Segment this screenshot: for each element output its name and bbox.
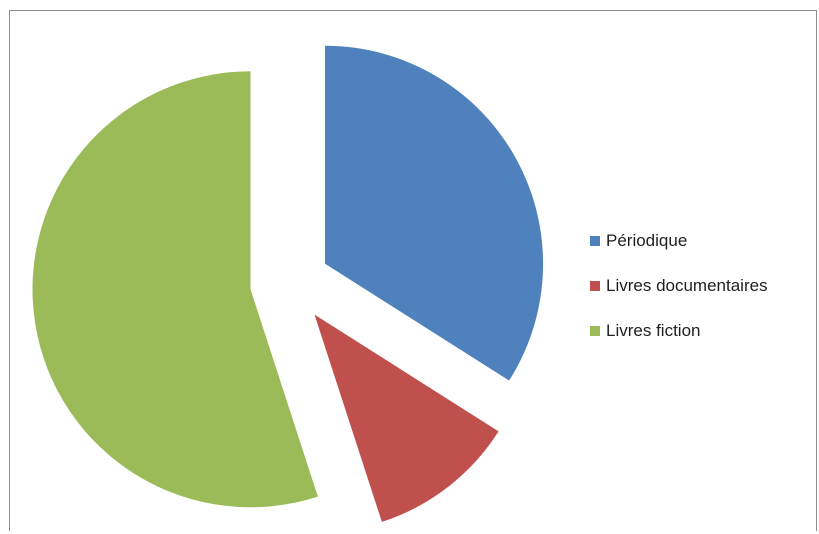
legend-label-livres-fiction: Livres fiction: [606, 320, 701, 340]
legend-swatch-periodique: [590, 235, 600, 246]
legend-label-periodique: Périodique: [606, 230, 688, 250]
chart-legend: Périodique Livres documentaires Livres f…: [590, 218, 768, 353]
pie-slice-livres-fiction: [32, 71, 318, 508]
legend-item-periodique: Périodique: [590, 218, 768, 263]
legend-label-livres-documentaires: Livres documentaires: [606, 275, 768, 295]
legend-swatch-livres-fiction: [590, 325, 600, 336]
legend-item-livres-documentaires: Livres documentaires: [590, 263, 768, 308]
pie-slice-periodique: [325, 45, 544, 381]
legend-item-livres-fiction: Livres fiction: [590, 308, 768, 353]
pie-slice-livres-documentaires: [314, 314, 499, 522]
legend-swatch-livres-documentaires: [590, 280, 600, 291]
